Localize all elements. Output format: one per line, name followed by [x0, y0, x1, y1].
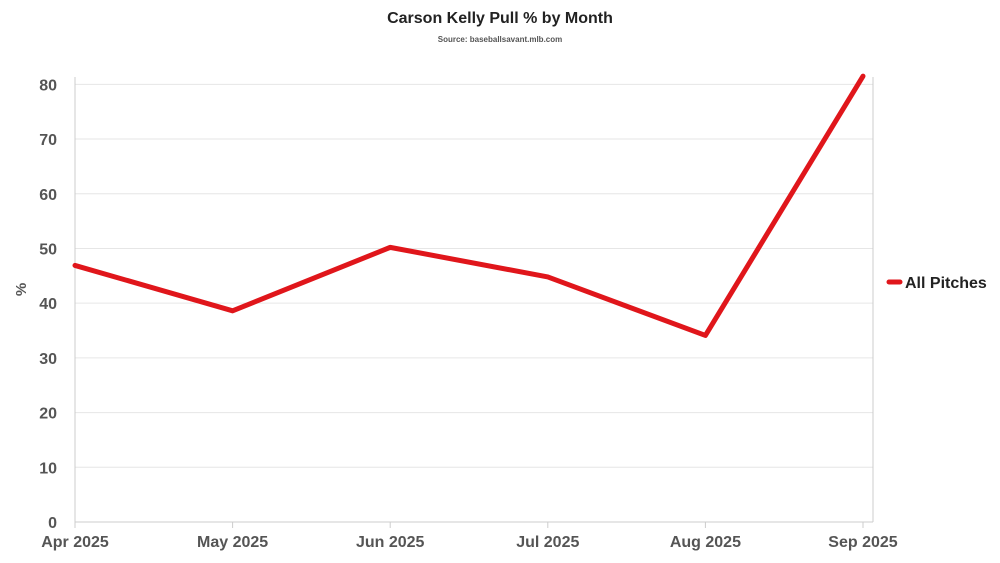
- x-axis: Apr 2025 May 2025 Jun 2025 Jul 2025 Aug 2025…: [41, 522, 898, 551]
- y-tick-label: 80: [39, 77, 57, 94]
- x-tick-label: May 2025: [197, 534, 268, 551]
- y-tick-label: 50: [39, 241, 57, 258]
- series-group: [72, 73, 866, 338]
- x-tick-label: Aug 2025: [670, 534, 741, 551]
- y-tick-label: 0: [48, 515, 57, 532]
- legend-label[interactable]: All Pitches: [905, 275, 987, 292]
- y-tick-label: 70: [39, 132, 57, 149]
- y-axis-label: %: [13, 283, 30, 296]
- chart-title: Carson Kelly Pull % by Month: [387, 10, 613, 27]
- y-tick-label: 10: [39, 460, 57, 477]
- legend[interactable]: All Pitches: [886, 275, 987, 292]
- y-tick-label: 30: [39, 351, 57, 368]
- y-tick-label: 40: [39, 296, 57, 313]
- chart-subtitle: Source: baseballsavant.mlb.com: [438, 35, 563, 44]
- x-tick-label: Sep 2025: [828, 534, 897, 551]
- y-axis: 0 10 20 30 40 50 60 70 80: [39, 77, 57, 532]
- series-line: [72, 73, 866, 338]
- y-tick-label: 20: [39, 406, 57, 423]
- x-tick-label: Jun 2025: [356, 534, 425, 551]
- y-tick-label: 60: [39, 187, 57, 204]
- x-tick-label: Apr 2025: [41, 534, 109, 551]
- x-tick-label: Jul 2025: [516, 534, 579, 551]
